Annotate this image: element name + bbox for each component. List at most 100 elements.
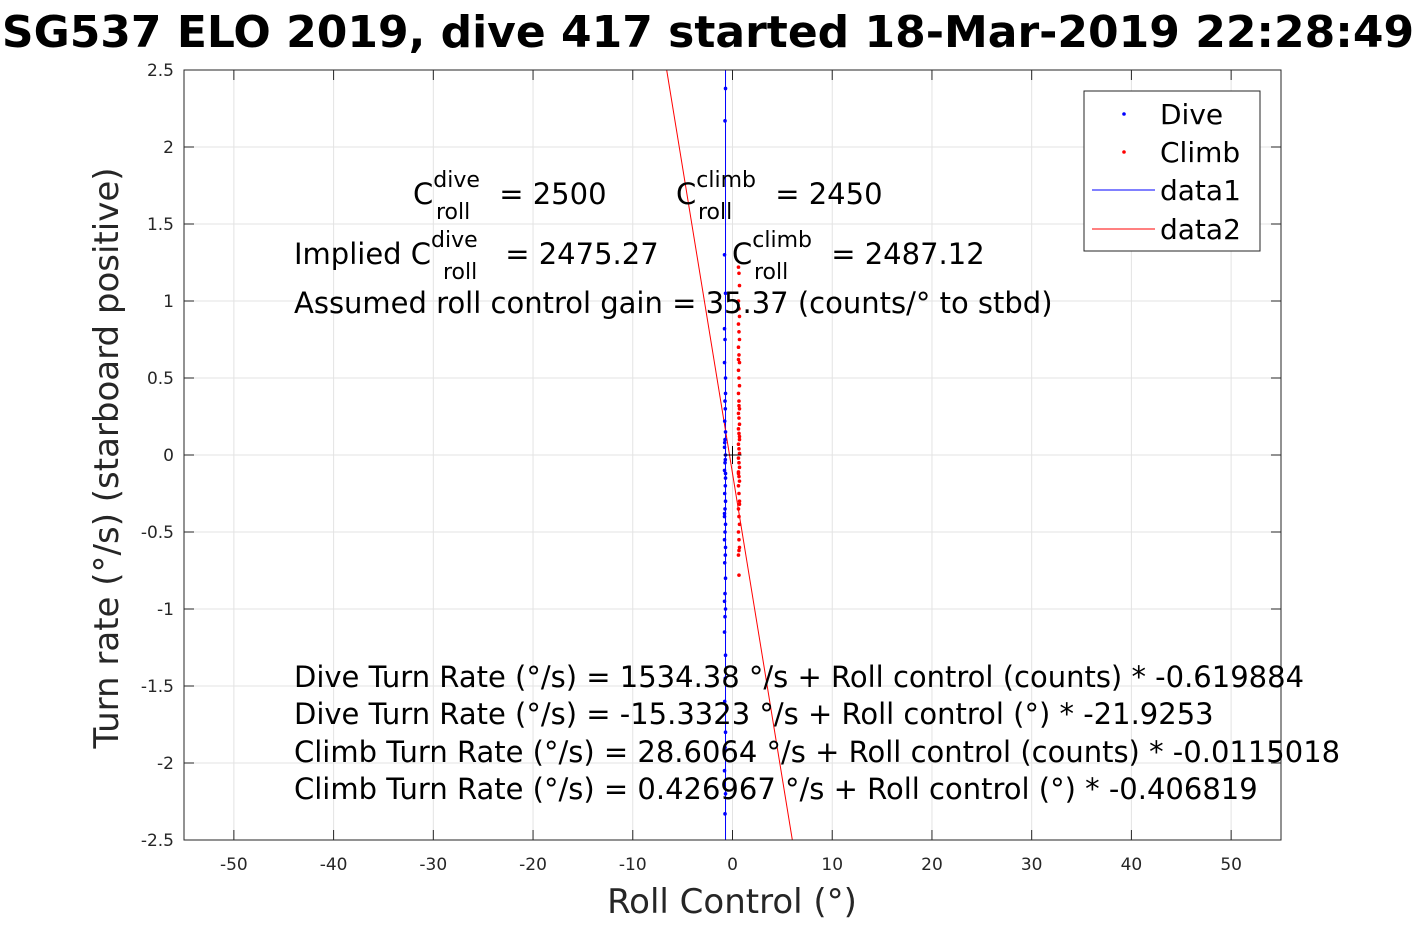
- x-tick-label: 30: [1021, 855, 1043, 875]
- point-climb: [737, 537, 741, 542]
- y-tick-label: -0.5: [141, 523, 174, 543]
- point-climb: [737, 491, 741, 496]
- point-dive: [723, 553, 728, 557]
- point-dive: [723, 792, 728, 796]
- point-climb: [737, 383, 742, 388]
- point-dive: [723, 676, 728, 681]
- point-dive: [723, 430, 728, 434]
- point-dive: [723, 812, 727, 816]
- point-dive: [723, 119, 727, 123]
- annotation-gain: Assumed roll control gain = 35.37 (count…: [294, 286, 1053, 320]
- point-climb: [737, 407, 742, 411]
- legend-label-data2: data2: [1160, 213, 1241, 246]
- point-climb: [737, 465, 742, 470]
- y-tick-label: 0.5: [147, 369, 174, 389]
- point-climb: [737, 479, 742, 483]
- point-climb: [737, 330, 741, 334]
- point-climb: [737, 434, 742, 439]
- point-dive: [722, 440, 727, 445]
- point-dive: [722, 561, 727, 565]
- annotation-equation-1: Dive Turn Rate (°/s) = 1534.38 °/s + Rol…: [294, 660, 1304, 694]
- y-tick-label: -2.5: [141, 831, 174, 851]
- x-tick-label: -20: [519, 855, 547, 875]
- point-dive: [722, 599, 727, 604]
- point-dive: [723, 545, 728, 550]
- point-climb: [737, 573, 741, 577]
- point-dive: [723, 437, 727, 442]
- point-dive: [722, 419, 727, 423]
- point-climb: [737, 514, 741, 519]
- point-climb: [736, 553, 741, 557]
- point-dive: [723, 522, 728, 527]
- point-climb: [737, 353, 741, 357]
- point-dive: [722, 253, 727, 257]
- point-climb: [736, 391, 741, 396]
- y-tick-label: 2: [163, 138, 174, 158]
- point-climb: [736, 357, 741, 362]
- point-climb: [737, 522, 742, 527]
- point-dive: [723, 291, 728, 296]
- point-climb: [737, 314, 742, 319]
- y-axis-label: Turn rate (°/s) (starboard positive): [87, 167, 127, 749]
- point-dive: [723, 460, 727, 465]
- legend-label-data1: data1: [1160, 174, 1241, 207]
- point-dive: [722, 514, 727, 519]
- point-climb: [736, 368, 741, 373]
- point-dive: [723, 476, 728, 480]
- annotation-equation-4: Climb Turn Rate (°/s) = 0.426967 °/s + R…: [294, 772, 1258, 806]
- point-climb: [736, 265, 741, 269]
- point-dive: [723, 399, 727, 403]
- point-dive: [723, 591, 727, 596]
- point-climb: [736, 456, 741, 460]
- point-climb: [737, 337, 742, 342]
- point-climb: [737, 431, 741, 436]
- y-tick-label: -2: [157, 754, 174, 774]
- annotation-c-dive: Cdive roll = 2500: [413, 168, 607, 225]
- annotation-c-climb: Cclimb roll = 2450: [676, 168, 883, 225]
- point-climb: [737, 502, 742, 507]
- point-climb: [737, 499, 742, 504]
- point-dive: [723, 407, 728, 411]
- x-tick-label: 40: [1121, 855, 1143, 875]
- axis-ticks: [184, 69, 1281, 841]
- origin-marker: [723, 446, 742, 464]
- point-climb: [736, 411, 741, 416]
- legend: Dive Climb data1 data2: [1083, 90, 1261, 252]
- point-dive: [722, 326, 727, 331]
- point-dive: [723, 457, 728, 462]
- point-dive: [722, 445, 727, 450]
- point-dive: [723, 730, 728, 734]
- legend-box: [1083, 90, 1261, 252]
- point-climb: [737, 548, 741, 553]
- point-climb: [737, 451, 742, 456]
- point-dive: [722, 491, 727, 496]
- annotation-implied-dive: Implied Cdive roll = 2475.27: [294, 228, 659, 285]
- y-tick-label: 1: [163, 292, 174, 312]
- point-climb: [737, 460, 741, 465]
- x-tick-label: -50: [220, 855, 248, 875]
- legend-marker-dive: [1122, 112, 1126, 116]
- point-dive: [723, 530, 727, 534]
- x-tick-label: -10: [619, 855, 647, 875]
- point-dive: [722, 511, 727, 516]
- point-dive: [723, 607, 728, 611]
- point-climb: [736, 530, 741, 534]
- y-tick-label: 1.5: [147, 215, 174, 235]
- point-dive: [723, 614, 727, 619]
- y-tick-labels: -2.5 -2 -1.5 -1 -0.5 0 0.5 1 1.5 2 2.5: [141, 61, 174, 851]
- chart-title: SG537 ELO 2019, dive 417 started 18-Mar-…: [2, 7, 1414, 58]
- annotation-equation-2: Dive Turn Rate (°/s) = -15.3323 °/s + Ro…: [294, 697, 1214, 731]
- point-climb: [737, 474, 741, 479]
- point-climb: [736, 484, 741, 488]
- point-climb: [737, 422, 742, 427]
- point-climb: [736, 427, 741, 431]
- point-climb: [736, 471, 741, 476]
- data-points: [722, 86, 742, 816]
- point-climb: [736, 322, 741, 326]
- point-climb: [736, 299, 741, 303]
- point-dive: [723, 86, 728, 91]
- point-dive: [722, 699, 727, 704]
- x-tick-label: 50: [1220, 855, 1242, 875]
- point-climb: [737, 545, 742, 550]
